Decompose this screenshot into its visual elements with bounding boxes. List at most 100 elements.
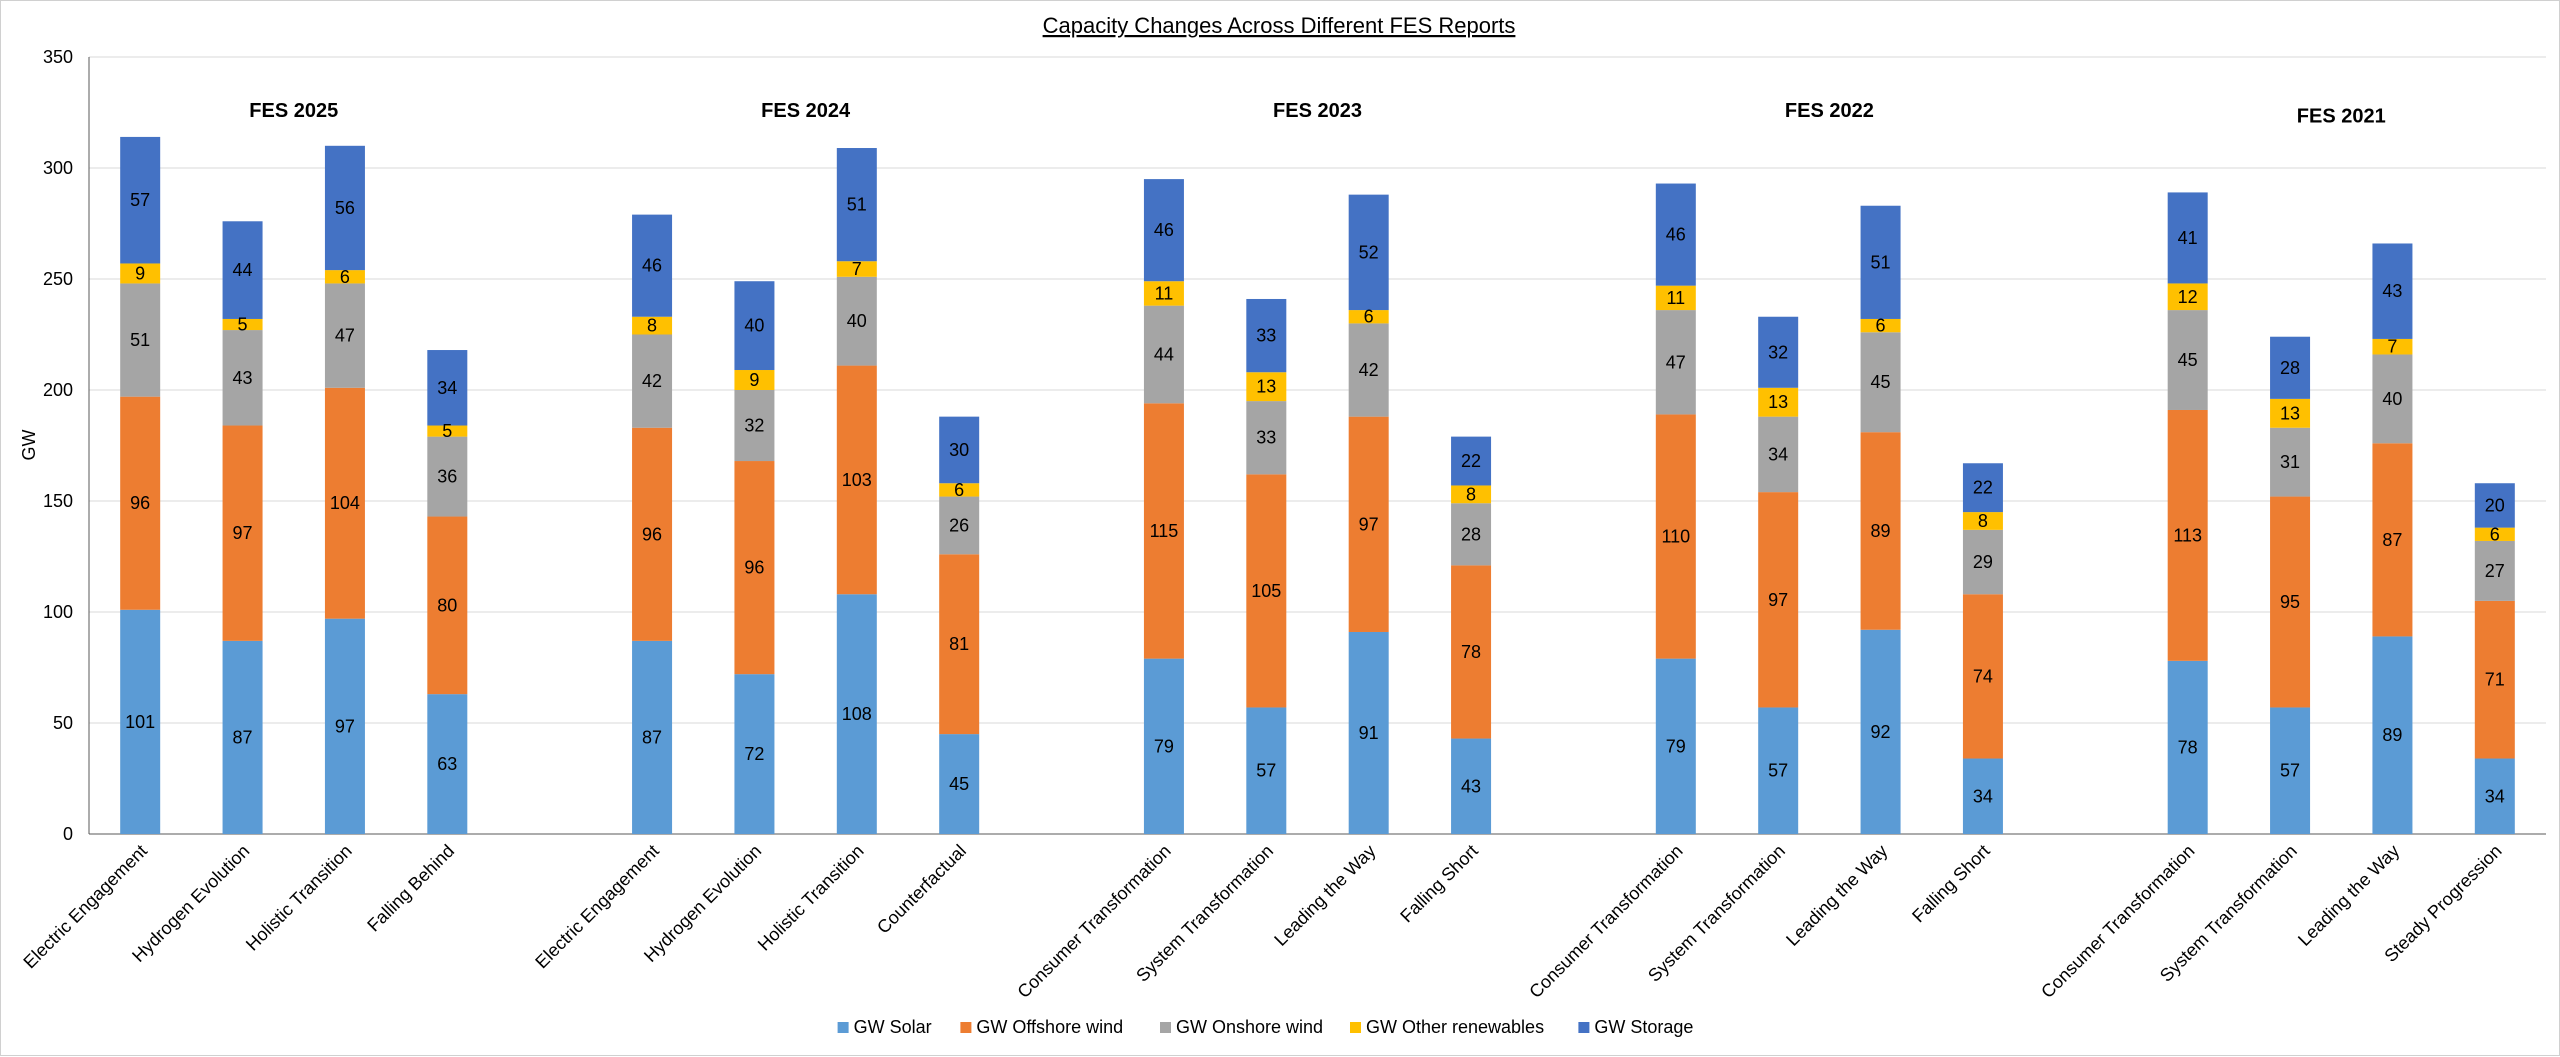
x-tick-label: Leading the Way	[1270, 841, 1379, 950]
x-tick-label: Falling Short	[1908, 841, 1994, 927]
data-label: 5	[442, 421, 452, 441]
bar-segment-gw-other-renewables	[836, 261, 877, 277]
data-label: 31	[2280, 452, 2300, 472]
data-label: 80	[437, 595, 457, 615]
bar-segment-gw-onshore-wind	[1348, 323, 1389, 417]
bar-segment-gw-storage	[1348, 194, 1389, 311]
data-label: 29	[1973, 552, 1993, 572]
data-label: 78	[1461, 642, 1481, 662]
bar-segment-gw-other-renewables	[1860, 318, 1901, 333]
data-label: 105	[1251, 581, 1281, 601]
x-tick-label: Hydrogen Evolution	[128, 841, 253, 966]
group-label: FES 2022	[1785, 100, 1874, 122]
data-label: 45	[1871, 372, 1891, 392]
data-label: 79	[1666, 736, 1686, 756]
data-label: 97	[1359, 514, 1379, 534]
bars	[120, 136, 2515, 834]
data-label: 8	[1978, 511, 1988, 531]
bar-segment-gw-offshore-wind	[939, 554, 980, 735]
bar-segment-gw-other-renewables	[222, 318, 263, 331]
data-label: 41	[2178, 228, 2198, 248]
bar-segment-gw-onshore-wind	[1143, 305, 1184, 404]
data-label: 46	[642, 256, 662, 276]
data-label: 47	[335, 326, 355, 346]
bar-segment-gw-solar	[1348, 631, 1389, 834]
bar-segment-gw-storage	[427, 350, 468, 426]
bar-segment-gw-onshore-wind	[836, 276, 877, 366]
data-label: 13	[1256, 377, 1276, 397]
data-label: 12	[2178, 287, 2198, 307]
data-label: 8	[647, 316, 657, 336]
data-label: 28	[1461, 524, 1481, 544]
data-label: 57	[1256, 761, 1276, 781]
bar-segment-gw-onshore-wind	[2372, 354, 2413, 444]
bar-segment-gw-solar	[1246, 707, 1287, 834]
data-label: 7	[852, 259, 862, 279]
x-tick-label: Hydrogen Evolution	[640, 841, 765, 966]
bar-segment-gw-solar	[1962, 758, 2003, 834]
data-label: 34	[1973, 786, 1993, 806]
bar-segment-gw-offshore-wind	[2474, 600, 2515, 759]
bar-segment-gw-storage	[2270, 336, 2311, 399]
data-label: 63	[437, 754, 457, 774]
data-label: 47	[1666, 352, 1686, 372]
bar-segment-gw-other-renewables	[1451, 485, 1492, 504]
data-label: 11	[1666, 288, 1685, 308]
bar-segment-gw-other-renewables	[120, 263, 161, 284]
bar-segment-gw-solar	[1451, 738, 1492, 834]
data-label: 113	[2173, 525, 2202, 545]
data-label: 6	[1876, 316, 1886, 336]
bar-segment-gw-solar	[324, 618, 365, 834]
bar-segment-gw-other-renewables	[939, 483, 980, 497]
data-label: 22	[1973, 478, 1993, 498]
bar-segment-gw-storage	[1860, 205, 1901, 319]
data-label: 51	[130, 330, 150, 350]
group-label: FES 2021	[2297, 105, 2386, 127]
bar-segment-gw-solar	[939, 734, 980, 834]
bar-segment-gw-other-renewables	[1246, 372, 1287, 402]
data-label: 22	[1461, 451, 1481, 471]
bar-segment-gw-other-renewables	[1143, 281, 1184, 306]
chart-title: Capacity Changes Across Different FES Re…	[1043, 13, 1516, 38]
data-label: 89	[1871, 521, 1891, 541]
gridlines	[89, 56, 2546, 724]
bar-segment-gw-storage	[222, 221, 263, 319]
data-label: 6	[2490, 524, 2500, 544]
bar-segment-gw-solar	[2474, 758, 2515, 834]
data-label: 30	[949, 440, 969, 460]
bar-segment-gw-onshore-wind	[734, 390, 775, 462]
data-label: 79	[1154, 736, 1174, 756]
axes: 0 50 100 150 200 250 300 350	[43, 47, 2546, 844]
bar-segment-gw-solar	[1758, 707, 1799, 834]
x-tick-label: Steady Progression	[2380, 841, 2505, 966]
bar-segment-gw-other-renewables	[734, 370, 775, 390]
bar-segment-gw-storage	[734, 281, 775, 371]
data-label: 110	[1661, 527, 1690, 547]
bar-segment-gw-other-renewables	[632, 316, 673, 335]
data-label: 13	[2280, 403, 2300, 423]
data-label: 32	[1768, 342, 1788, 362]
bar-segment-gw-other-renewables	[2474, 527, 2515, 541]
bar-segment-gw-onshore-wind	[120, 283, 161, 397]
bar-segment-gw-storage	[1246, 298, 1287, 373]
data-label: 96	[744, 558, 764, 578]
data-label: 32	[744, 416, 764, 436]
data-label: 44	[233, 260, 253, 280]
legend-label: GW Other renewables	[1366, 1017, 1544, 1037]
data-label: 51	[1871, 252, 1891, 272]
bar-segment-gw-onshore-wind	[1860, 332, 1901, 433]
data-label: 91	[1359, 723, 1379, 743]
bar-segment-gw-offshore-wind	[1348, 416, 1389, 632]
data-label: 89	[2382, 725, 2402, 745]
bar-segment-gw-storage	[1143, 179, 1184, 282]
data-label: 33	[1256, 428, 1276, 448]
bar-segment-gw-offshore-wind	[324, 387, 365, 619]
bar-segment-gw-onshore-wind	[2167, 310, 2208, 410]
legend-swatch	[960, 1022, 972, 1033]
data-label: 87	[2382, 530, 2402, 550]
data-label: 71	[2485, 670, 2505, 690]
bar-segment-gw-storage	[2167, 192, 2208, 284]
x-tick-label: Counterfactual	[873, 841, 970, 938]
bar-segment-gw-storage	[324, 145, 365, 271]
